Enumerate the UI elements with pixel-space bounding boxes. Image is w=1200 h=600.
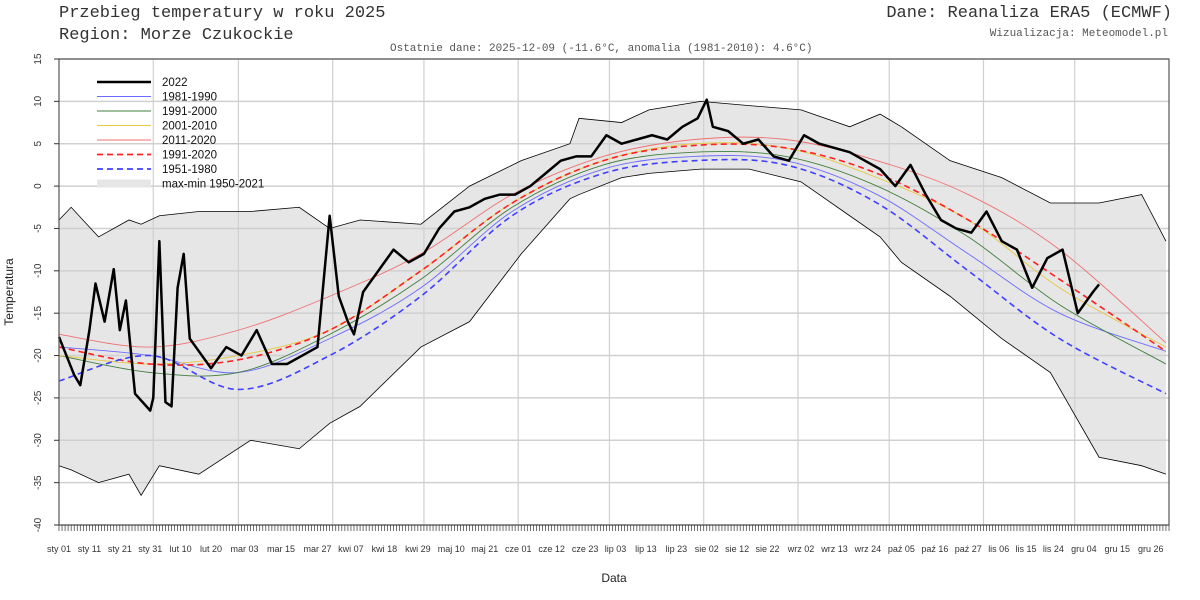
series-1991-2000 [58,150,1167,377]
x-tick-label: lip 03 [605,544,627,554]
x-tick-label: lis 15 [1016,544,1037,554]
y-tick-label: -25 [33,390,44,405]
x-tick-label: wrz 02 [787,544,815,554]
x-tick-label: mar 03 [230,544,258,554]
y-tick-label: 10 [33,95,44,107]
x-tick-label: wrz 13 [820,544,848,554]
x-tick-label: kwi 18 [372,544,398,554]
plot-frame [58,58,1170,526]
x-tick-label: cze 12 [538,544,565,554]
x-tick-label: maj 10 [438,544,465,554]
x-tick-label: lis 24 [1043,544,1064,554]
x-tick-label: mar 15 [267,544,295,554]
x-tick-label: paź 16 [921,544,948,554]
x-tick-label: gru 15 [1105,544,1131,554]
visualization-credit: Wizualizacja: Meteomodel.pl [989,28,1168,40]
x-tick-label: sty 11 [78,544,101,554]
y-tick-label: -10 [33,263,44,278]
chart-region: Region: Morze Czukockie [59,26,294,45]
y-axis-label: Temperatura [2,258,16,326]
last-data-note: Ostatnie dane: 2025-12-09 (-11.6°C, anom… [390,43,813,55]
y-tick-label: 0 [33,183,44,189]
x-tick-label: sie 22 [756,544,780,554]
legend-label: 2011-2020 [162,135,216,147]
legend-label: 2022 [162,77,188,89]
x-tick-label: cze 01 [505,544,532,554]
y-tick-label: 15 [33,53,44,65]
x-tick-label: lis 06 [988,544,1009,554]
chart-title: Przebieg temperatury w roku 2025 [59,4,386,23]
x-tick-label: gru 26 [1138,544,1164,554]
x-tick-label: lip 13 [635,544,657,554]
max-line [58,100,1167,242]
series-2022 [57,98,1101,412]
y-tick-label: -20 [33,348,44,363]
legend-label: 1981-1990 [162,92,217,104]
x-tick-label: kwi 29 [405,544,431,554]
legend-label: 1951-1980 [162,164,217,176]
x-tick-label: sty 31 [138,544,162,554]
legend: 2022 1981-1990 1991-2000 2001-2010 2011-2020… [97,77,264,191]
x-tick-label: sie 12 [725,544,749,554]
x-tick-label: lut 10 [170,544,192,554]
min-line [58,168,1167,497]
series-1951-1980 [58,158,1167,395]
x-axis-label: Data [601,571,627,585]
y-tick-label: -5 [33,224,44,233]
x-tick-label: lut 20 [200,544,222,554]
y-tick-label: -35 [33,475,44,490]
x-tick-label: sie 02 [695,544,719,554]
data-source: Dane: Reanaliza ERA5 (ECMWF) [886,4,1172,23]
x-tick-label: sty 01 [47,544,71,554]
x-tick-label: maj 21 [471,544,498,554]
legend-label: 2001-2010 [162,121,217,133]
legend-label: 1991-2000 [162,106,217,118]
x-tick-label: mar 27 [303,544,331,554]
y-tick-label: 5 [33,141,44,147]
x-tick-label: kwi 07 [338,544,364,554]
y-tick-label: -15 [33,306,44,321]
x-tick-label: lip 23 [666,544,688,554]
x-tick-label: paź 05 [888,544,915,554]
series-2011-2020 [58,136,1167,348]
y-tick-label: -30 [33,433,44,448]
x-tick-label: cze 23 [572,544,599,554]
x-tick-label: wrz 24 [854,544,882,554]
legend-label: 1991-2020 [162,150,217,162]
x-tick-label: sty 21 [108,544,132,554]
y-tick-label: -40 [33,517,44,532]
x-tick-label: gru 04 [1071,544,1097,554]
x-tick-label: paź 27 [955,544,982,554]
legend-label: max-min 1950-2021 [162,179,264,191]
max-min-band [59,101,1166,496]
series-1991-2020 [58,143,1167,366]
